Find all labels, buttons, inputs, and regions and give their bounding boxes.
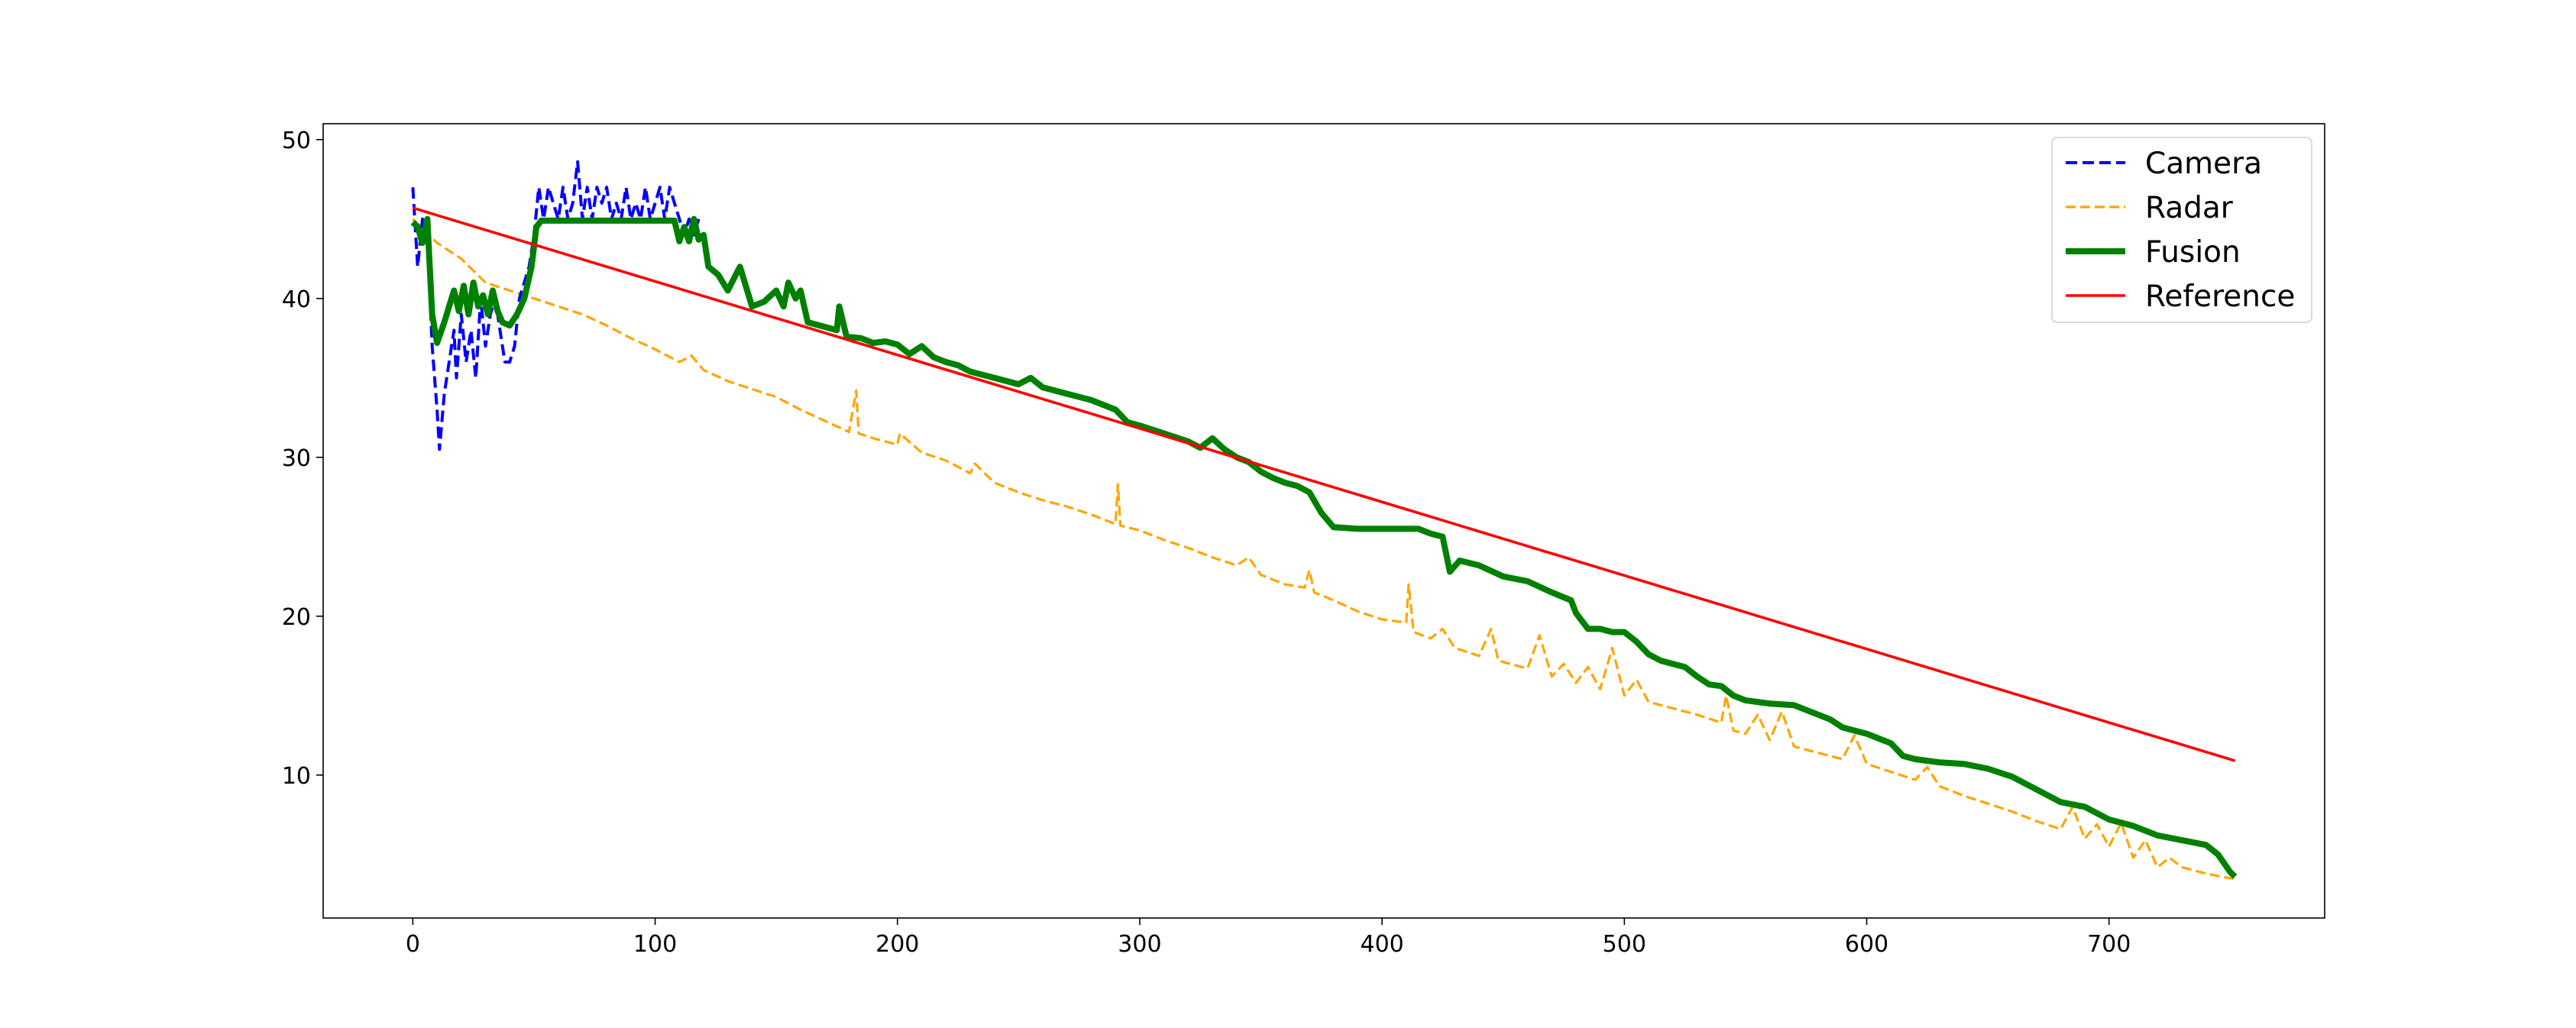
x-tick-label: 400 bbox=[1360, 931, 1403, 958]
legend-label-camera: Camera bbox=[2145, 147, 2262, 181]
axes-frame bbox=[322, 123, 2325, 919]
series-line-fusion bbox=[410, 215, 2238, 879]
y-tick-label: 20 bbox=[282, 604, 311, 631]
x-axis: 0 100 200 300 400 500 600 700 bbox=[406, 918, 2131, 958]
x-tick-label: 100 bbox=[633, 931, 677, 958]
x-tick-label: 0 bbox=[406, 931, 420, 958]
legend-label-radar: Radar bbox=[2145, 191, 2234, 225]
x-tick-label: 700 bbox=[2087, 931, 2131, 958]
y-axis: 10 20 30 40 50 bbox=[282, 128, 323, 790]
legend-label-reference: Reference bbox=[2145, 280, 2295, 314]
x-tick-label: 300 bbox=[1118, 931, 1161, 958]
legend-box bbox=[2051, 137, 2312, 323]
y-tick-label: 50 bbox=[282, 128, 311, 154]
y-tick-label: 40 bbox=[282, 286, 311, 313]
x-tick-label: 500 bbox=[1603, 931, 1646, 958]
y-tick-label: 10 bbox=[282, 763, 311, 790]
legend: Camera Radar Fusion Reference bbox=[2051, 137, 2312, 323]
legend-label-fusion: Fusion bbox=[2145, 235, 2241, 270]
x-tick-label: 600 bbox=[1845, 931, 1888, 958]
series-line-reference bbox=[412, 206, 2236, 762]
series-layer bbox=[410, 160, 2238, 880]
y-tick-label: 30 bbox=[282, 445, 311, 472]
series-line-radar bbox=[412, 218, 2235, 880]
plot-area bbox=[322, 123, 2325, 919]
x-tick-label: 200 bbox=[875, 931, 919, 958]
